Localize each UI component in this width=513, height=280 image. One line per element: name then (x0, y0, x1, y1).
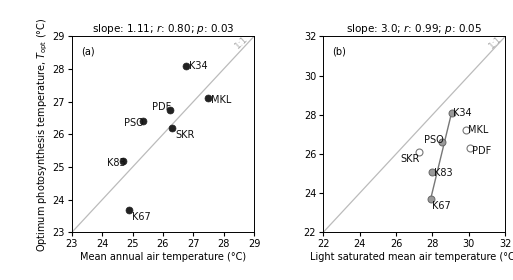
Text: 1:1: 1:1 (487, 34, 504, 50)
Text: 1:1: 1:1 (233, 34, 250, 50)
Title: slope: 1.11; $r$: 0.80; $p$: 0.03: slope: 1.11; $r$: 0.80; $p$: 0.03 (92, 22, 234, 36)
Text: SKR: SKR (175, 130, 194, 140)
Text: SKR: SKR (401, 154, 420, 164)
Text: K34: K34 (453, 108, 472, 118)
X-axis label: Light saturated mean air temperature (°C): Light saturated mean air temperature (°C… (310, 252, 513, 262)
Text: K67: K67 (432, 201, 451, 211)
Text: MKL: MKL (468, 125, 488, 136)
Text: K83: K83 (435, 168, 453, 178)
Y-axis label: Optimum photosynthesis temperature, $T_{\mathrm{opt}}$ (°C): Optimum photosynthesis temperature, $T_{… (35, 17, 50, 252)
Text: (b): (b) (332, 46, 346, 56)
Text: PDF: PDF (471, 146, 491, 156)
Text: PSO: PSO (124, 118, 144, 128)
Text: MKL: MKL (211, 95, 232, 105)
Text: K34: K34 (189, 61, 207, 71)
Title: slope: 3.0; $r$: 0.99; $p$: 0.05: slope: 3.0; $r$: 0.99; $p$: 0.05 (346, 22, 482, 36)
Text: PDF: PDF (152, 102, 171, 112)
Text: (a): (a) (81, 46, 94, 56)
X-axis label: Mean annual air temperature (°C): Mean annual air temperature (°C) (80, 252, 246, 262)
Text: PSO: PSO (424, 135, 444, 145)
Text: K83: K83 (107, 158, 125, 168)
Text: K67: K67 (132, 212, 150, 222)
